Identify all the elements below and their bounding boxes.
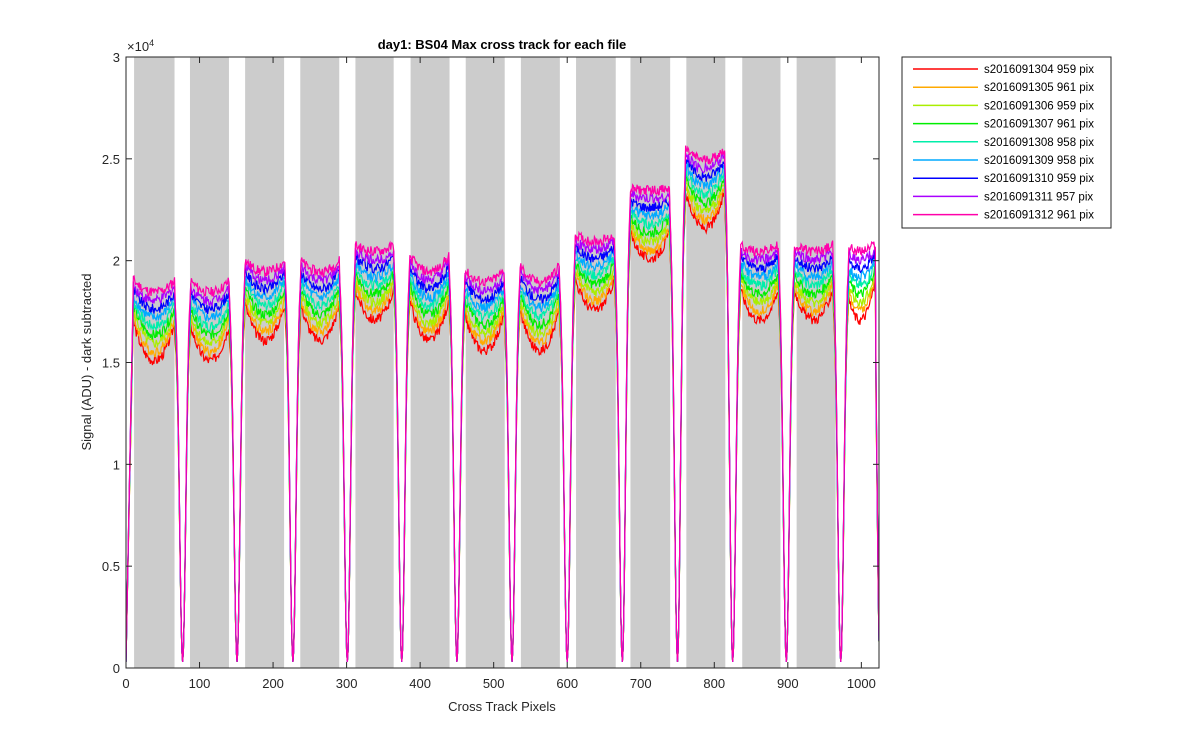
x-tick-label: 100 bbox=[189, 676, 211, 691]
shaded-bands bbox=[134, 57, 836, 668]
x-tick-label: 300 bbox=[336, 676, 358, 691]
x-axis-label: Cross Track Pixels bbox=[448, 699, 556, 714]
x-tick-label: 1000 bbox=[847, 676, 876, 691]
y-axis-label: Signal (ADU) - dark subtracted bbox=[79, 273, 94, 450]
shaded-band bbox=[742, 57, 781, 668]
x-tick-label: 600 bbox=[556, 676, 578, 691]
series-line bbox=[126, 185, 879, 662]
legend: s2016091304 959 pix s2016091305 961 pix s2… bbox=[901, 56, 1112, 229]
legend-entry: s2016091309 958 pix bbox=[984, 155, 1094, 167]
shaded-band bbox=[520, 57, 560, 668]
shaded-band bbox=[796, 57, 836, 668]
shaded-band bbox=[189, 57, 229, 668]
x-axis: 0 100 200 300 400 500 600 700 800 900 1000 bbox=[122, 57, 876, 691]
x-tick-label: 500 bbox=[483, 676, 505, 691]
y-tick-label: 2 bbox=[113, 254, 120, 269]
legend-entry: s2016091305 961 pix bbox=[984, 82, 1094, 94]
x-tick-label: 700 bbox=[630, 676, 652, 691]
shaded-band bbox=[630, 57, 671, 668]
y-exponent-label: ×104 bbox=[127, 38, 154, 54]
shaded-band bbox=[245, 57, 285, 668]
legend-entry: s2016091311 957 pix bbox=[984, 191, 1093, 203]
chart-title: day1: BS04 Max cross track for each file bbox=[378, 37, 627, 52]
shaded-band bbox=[355, 57, 394, 668]
y-exponent-power: 4 bbox=[149, 38, 154, 48]
shaded-band bbox=[465, 57, 505, 668]
series-line bbox=[126, 152, 879, 662]
shaded-band bbox=[576, 57, 616, 668]
y-tick-label: 1 bbox=[113, 457, 120, 472]
legend-entry: s2016091312 961 pix bbox=[984, 210, 1094, 222]
x-tick-label: 900 bbox=[777, 676, 799, 691]
series-line bbox=[126, 159, 879, 662]
legend-entry: s2016091306 959 pix bbox=[984, 100, 1094, 112]
shaded-band bbox=[300, 57, 340, 668]
legend-entry: s2016091304 959 pix bbox=[984, 64, 1094, 76]
series-lines bbox=[126, 145, 879, 662]
x-tick-label: 200 bbox=[262, 676, 284, 691]
legend-entry: s2016091310 959 pix bbox=[984, 173, 1094, 185]
x-tick-label: 0 bbox=[122, 676, 129, 691]
legend-entry: s2016091307 961 pix bbox=[984, 119, 1094, 131]
x-tick-label: 400 bbox=[409, 676, 431, 691]
y-tick-label: 1.5 bbox=[102, 356, 120, 371]
y-tick-label: 0 bbox=[113, 661, 120, 676]
y-tick-label: 2.5 bbox=[102, 152, 120, 167]
series-line bbox=[126, 192, 879, 662]
legend-entry: s2016091308 958 pix bbox=[984, 137, 1094, 149]
x-tick-label: 800 bbox=[703, 676, 725, 691]
y-axis: 0 0.5 1 1.5 2 2.5 3 bbox=[102, 50, 879, 676]
shaded-band bbox=[686, 57, 726, 668]
series-line bbox=[126, 145, 879, 662]
shaded-band bbox=[410, 57, 450, 668]
y-tick-label: 0.5 bbox=[102, 559, 120, 574]
series-line bbox=[126, 162, 879, 662]
series-line bbox=[126, 178, 879, 662]
y-tick-label: 3 bbox=[113, 50, 120, 65]
